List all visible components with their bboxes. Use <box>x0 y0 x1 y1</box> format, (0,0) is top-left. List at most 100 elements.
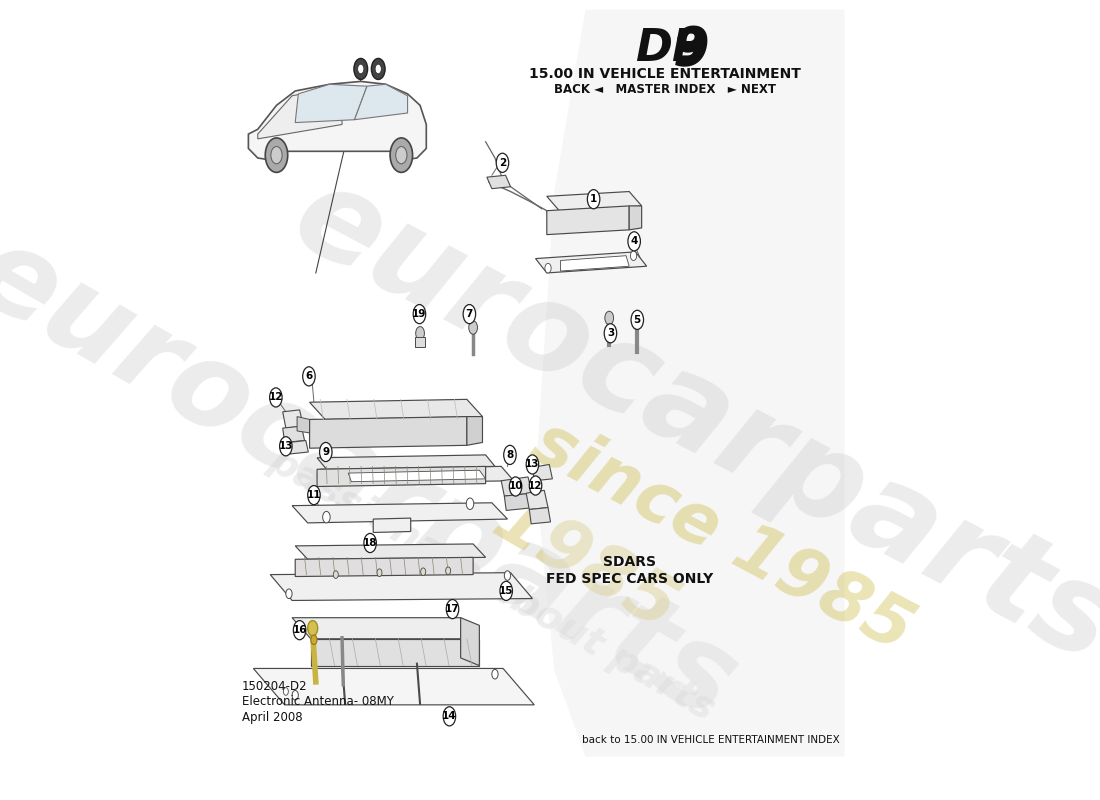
Text: 12: 12 <box>268 393 283 402</box>
Polygon shape <box>311 638 480 666</box>
Polygon shape <box>504 494 535 510</box>
Text: eurocarparts: eurocarparts <box>0 214 756 744</box>
Circle shape <box>509 477 521 496</box>
Polygon shape <box>297 417 309 433</box>
Circle shape <box>293 690 298 700</box>
Text: back to 15.00 IN VEHICLE ENTERTAINMENT INDEX: back to 15.00 IN VEHICLE ENTERTAINMENT I… <box>582 735 840 745</box>
Circle shape <box>469 321 477 334</box>
Text: 1: 1 <box>590 194 597 204</box>
Polygon shape <box>295 558 473 577</box>
Circle shape <box>377 569 382 577</box>
Polygon shape <box>526 490 548 510</box>
Circle shape <box>302 366 316 386</box>
Circle shape <box>632 316 641 330</box>
Circle shape <box>375 64 382 74</box>
Circle shape <box>279 437 293 456</box>
Circle shape <box>529 476 542 495</box>
Text: 9: 9 <box>673 24 710 76</box>
Circle shape <box>447 599 459 618</box>
Polygon shape <box>309 399 483 419</box>
Circle shape <box>631 310 644 330</box>
Text: passionate about parts: passionate about parts <box>262 441 722 728</box>
Text: 2: 2 <box>498 158 506 168</box>
Circle shape <box>630 251 637 261</box>
Polygon shape <box>547 206 629 234</box>
Text: April 2008: April 2008 <box>242 710 302 723</box>
Text: 5: 5 <box>634 315 641 325</box>
Polygon shape <box>354 84 408 120</box>
Circle shape <box>390 138 412 172</box>
Circle shape <box>492 670 498 679</box>
Text: 13: 13 <box>278 442 293 451</box>
Polygon shape <box>309 417 466 448</box>
Circle shape <box>294 621 306 640</box>
Polygon shape <box>536 10 845 757</box>
Circle shape <box>270 388 282 407</box>
Polygon shape <box>283 426 305 442</box>
Polygon shape <box>502 477 531 496</box>
Text: SDARS: SDARS <box>603 555 656 570</box>
Circle shape <box>322 511 330 523</box>
Text: DB: DB <box>636 27 706 70</box>
Circle shape <box>320 442 332 462</box>
Text: 19: 19 <box>412 309 427 319</box>
Polygon shape <box>532 465 552 481</box>
Text: 17: 17 <box>446 604 460 614</box>
Polygon shape <box>317 455 495 470</box>
Polygon shape <box>249 82 427 161</box>
Circle shape <box>466 498 474 510</box>
Polygon shape <box>373 518 410 533</box>
Circle shape <box>504 446 516 465</box>
Polygon shape <box>461 618 480 666</box>
Circle shape <box>420 568 426 575</box>
Text: 9: 9 <box>322 447 329 457</box>
Polygon shape <box>257 86 342 139</box>
Polygon shape <box>536 252 647 273</box>
Polygon shape <box>295 84 367 122</box>
Text: 7: 7 <box>465 309 473 319</box>
Text: since 1985: since 1985 <box>521 408 924 665</box>
Text: 15: 15 <box>499 586 514 596</box>
Circle shape <box>544 263 551 273</box>
Circle shape <box>358 64 364 74</box>
Polygon shape <box>487 175 510 189</box>
Circle shape <box>500 582 513 601</box>
Text: 3: 3 <box>607 328 614 338</box>
Text: 12: 12 <box>528 481 542 490</box>
Text: eurocarparts: eurocarparts <box>274 154 1100 689</box>
Text: 14: 14 <box>442 711 456 722</box>
Polygon shape <box>547 191 641 210</box>
Polygon shape <box>349 470 485 482</box>
Circle shape <box>271 146 282 164</box>
Circle shape <box>443 706 455 726</box>
Text: 10: 10 <box>508 482 522 491</box>
Circle shape <box>286 589 293 598</box>
Polygon shape <box>283 410 304 428</box>
Text: BACK ◄   MASTER INDEX   ► NEXT: BACK ◄ MASTER INDEX ► NEXT <box>554 83 777 96</box>
Text: 8: 8 <box>506 450 514 460</box>
Circle shape <box>496 154 508 172</box>
Text: Electronic Antenna- 08MY: Electronic Antenna- 08MY <box>242 695 394 708</box>
Circle shape <box>526 455 539 474</box>
Polygon shape <box>295 544 485 559</box>
Polygon shape <box>529 507 550 524</box>
Polygon shape <box>289 441 308 454</box>
Polygon shape <box>320 466 514 484</box>
Circle shape <box>308 486 320 505</box>
Text: 13: 13 <box>525 459 540 470</box>
Circle shape <box>354 58 367 79</box>
Text: 11: 11 <box>307 490 321 500</box>
Circle shape <box>463 305 475 324</box>
Circle shape <box>414 305 426 324</box>
Polygon shape <box>293 502 507 523</box>
Text: 6: 6 <box>306 371 312 382</box>
Circle shape <box>364 534 376 553</box>
Text: FED SPEC CARS ONLY: FED SPEC CARS ONLY <box>546 572 713 586</box>
Circle shape <box>372 58 385 79</box>
Polygon shape <box>629 206 641 230</box>
Circle shape <box>446 567 451 574</box>
FancyBboxPatch shape <box>415 337 426 347</box>
Circle shape <box>504 570 510 580</box>
Polygon shape <box>253 669 535 705</box>
Text: 4: 4 <box>630 236 638 246</box>
